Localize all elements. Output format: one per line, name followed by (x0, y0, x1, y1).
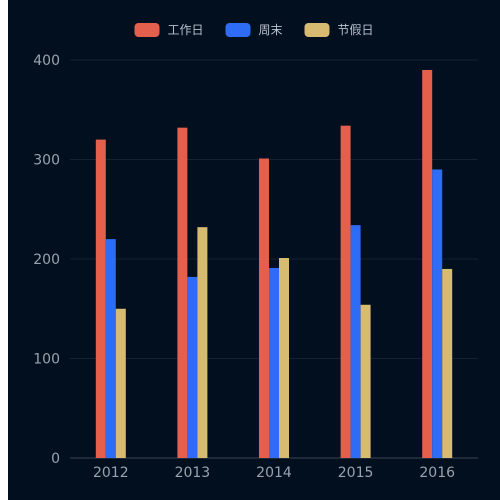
legend-label: 周末 (259, 23, 283, 37)
bar-2-2016[interactable] (432, 169, 443, 458)
bar-3-2015[interactable] (360, 304, 371, 458)
legend-item-3[interactable]: 节假日 (304, 23, 374, 37)
x-tick-label: 2014 (256, 465, 292, 481)
grid-lines (70, 59, 478, 459)
bar-2-2015[interactable] (350, 225, 361, 458)
bar-1-2014[interactable] (259, 158, 269, 458)
bar-2-2014[interactable] (269, 267, 279, 458)
bar-1-2015[interactable] (340, 125, 351, 459)
legend-item-2[interactable]: 周末 (225, 23, 283, 37)
bar-1-2012[interactable] (95, 139, 106, 458)
bars[interactable] (95, 69, 453, 459)
legend-swatch (225, 23, 251, 37)
bar-2-2013[interactable] (187, 276, 198, 458)
y-tick-label: 100 (33, 352, 60, 368)
legend-swatch (134, 23, 160, 37)
y-tick-label: 0 (51, 451, 60, 467)
x-tick-label: 2012 (93, 465, 129, 481)
bar-2-2012[interactable] (105, 239, 116, 458)
x-tick-label: 2015 (338, 465, 374, 481)
x-tick-label: 2016 (419, 465, 455, 481)
x-tick-label: 2013 (175, 465, 211, 481)
y-axis: 0 100 200 300 400 (33, 53, 60, 467)
bar-3-2016[interactable] (442, 268, 453, 458)
bar-3-2014[interactable] (279, 258, 289, 458)
bar-3-2012[interactable] (115, 308, 126, 458)
y-tick-label: 200 (33, 252, 60, 268)
y-tick-label: 400 (33, 53, 60, 69)
legend-label: 节假日 (338, 23, 374, 37)
bar-1-2013[interactable] (177, 127, 188, 458)
chart-panel: 工作日 周末 节假日 0 100 200 300 400 2012 2013 2014 2015 2… (8, 0, 500, 500)
bar-1-2016[interactable] (422, 69, 433, 458)
legend-swatch (304, 23, 330, 37)
legend[interactable]: 工作日 周末 节假日 (134, 23, 374, 37)
legend-item-1[interactable]: 工作日 (134, 23, 204, 37)
legend-label: 工作日 (168, 23, 204, 37)
y-tick-label: 300 (33, 153, 60, 169)
x-axis: 2012 2013 2014 2015 2016 (93, 465, 455, 481)
bar-3-2013[interactable] (197, 227, 208, 458)
